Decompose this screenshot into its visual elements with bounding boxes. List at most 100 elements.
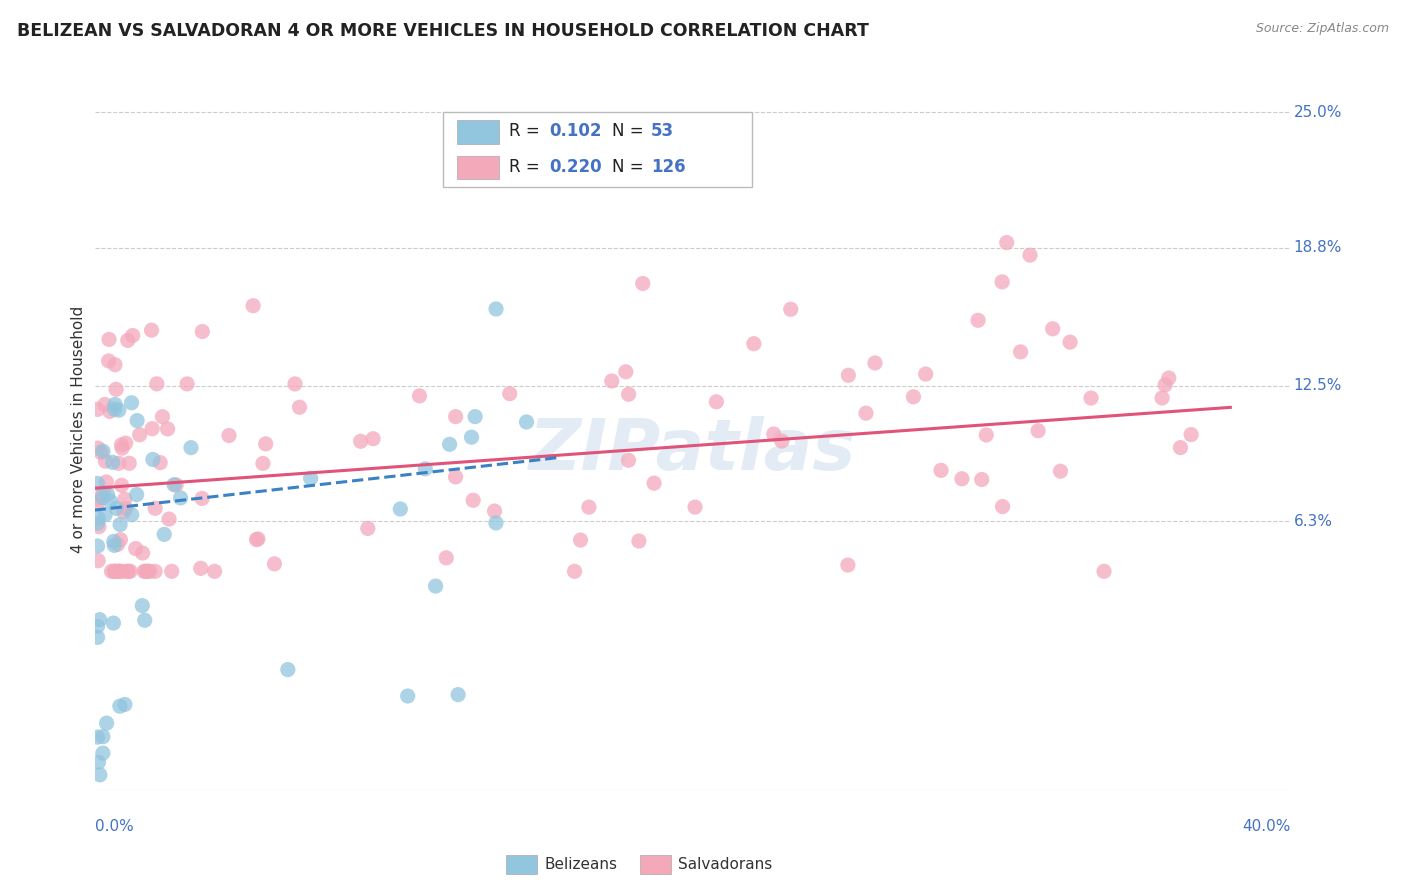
Point [970, 473, 993, 487]
Point [1019, 248, 1042, 262]
Point [499, 386, 522, 401]
Point [903, 390, 925, 404]
Point [131, 599, 153, 613]
Point [87, 554, 110, 568]
Point [125, 541, 148, 556]
Point [101, 455, 124, 469]
Point [974, 428, 997, 442]
Point [141, 323, 163, 337]
Point [484, 504, 506, 518]
Point [180, 441, 202, 455]
Point [350, 434, 373, 449]
Point [86, 476, 108, 491]
Point [288, 401, 311, 415]
Point [160, 564, 183, 578]
Point [163, 477, 186, 491]
Text: R =: R = [509, 158, 546, 176]
Point [136, 564, 159, 578]
Point [98, 404, 121, 418]
Point [1080, 391, 1102, 405]
Point [149, 456, 172, 470]
Point [104, 397, 127, 411]
Point [152, 409, 174, 424]
Text: BELIZEAN VS SALVADORAN 4 OR MORE VEHICLES IN HOUSEHOLD CORRELATION CHART: BELIZEAN VS SALVADORAN 4 OR MORE VEHICLE… [17, 22, 869, 40]
Point [120, 564, 142, 578]
Point [277, 663, 299, 677]
Text: 18.8%: 18.8% [1294, 240, 1343, 255]
Point [991, 500, 1014, 514]
Point [146, 376, 169, 391]
Point [114, 436, 136, 450]
Point [86, 516, 108, 531]
Text: 0.102: 0.102 [550, 122, 602, 140]
Point [837, 368, 859, 383]
Point [252, 457, 274, 471]
Point [104, 402, 127, 417]
Point [837, 558, 859, 572]
Point [564, 564, 586, 578]
Point [127, 414, 149, 428]
Point [117, 564, 139, 578]
Point [950, 472, 973, 486]
Point [1170, 441, 1192, 455]
Point [254, 437, 277, 451]
Point [105, 382, 128, 396]
Point [439, 437, 461, 451]
Point [107, 456, 129, 470]
Point [413, 462, 436, 476]
Text: 53: 53 [651, 122, 673, 140]
Point [434, 550, 457, 565]
Point [110, 438, 132, 452]
Point [121, 508, 143, 522]
Point [643, 476, 665, 491]
Point [94, 454, 117, 468]
Point [91, 746, 114, 760]
Point [204, 564, 226, 578]
Point [107, 564, 129, 578]
Point [143, 501, 166, 516]
Point [93, 484, 115, 499]
Point [245, 533, 267, 547]
Point [485, 301, 508, 316]
Point [361, 432, 384, 446]
Point [86, 539, 108, 553]
Point [460, 430, 482, 444]
Point [1092, 564, 1115, 578]
Text: R =: R = [509, 122, 546, 140]
Point [96, 487, 118, 501]
Point [108, 699, 131, 714]
Point [104, 564, 127, 578]
Point [110, 478, 132, 492]
Point [779, 302, 801, 317]
Point [614, 365, 637, 379]
Point [425, 579, 447, 593]
Point [108, 403, 131, 417]
Point [1157, 371, 1180, 385]
Point [1026, 424, 1049, 438]
Point [134, 613, 156, 627]
Point [176, 376, 198, 391]
Point [706, 394, 728, 409]
Point [169, 491, 191, 505]
Point [396, 689, 419, 703]
Point [117, 564, 139, 578]
Point [389, 502, 412, 516]
Point [86, 491, 108, 506]
Point [87, 519, 110, 533]
Point [91, 444, 114, 458]
Point [627, 534, 650, 549]
Point [631, 277, 654, 291]
Point [118, 456, 141, 470]
Point [89, 768, 111, 782]
Point [131, 546, 153, 560]
Point [742, 336, 765, 351]
Point [89, 613, 111, 627]
Point [86, 630, 108, 644]
Point [100, 564, 122, 578]
Point [762, 427, 785, 442]
Point [125, 488, 148, 502]
Point [103, 538, 125, 552]
Point [1059, 335, 1081, 350]
Point [284, 376, 307, 391]
Point [1154, 377, 1177, 392]
